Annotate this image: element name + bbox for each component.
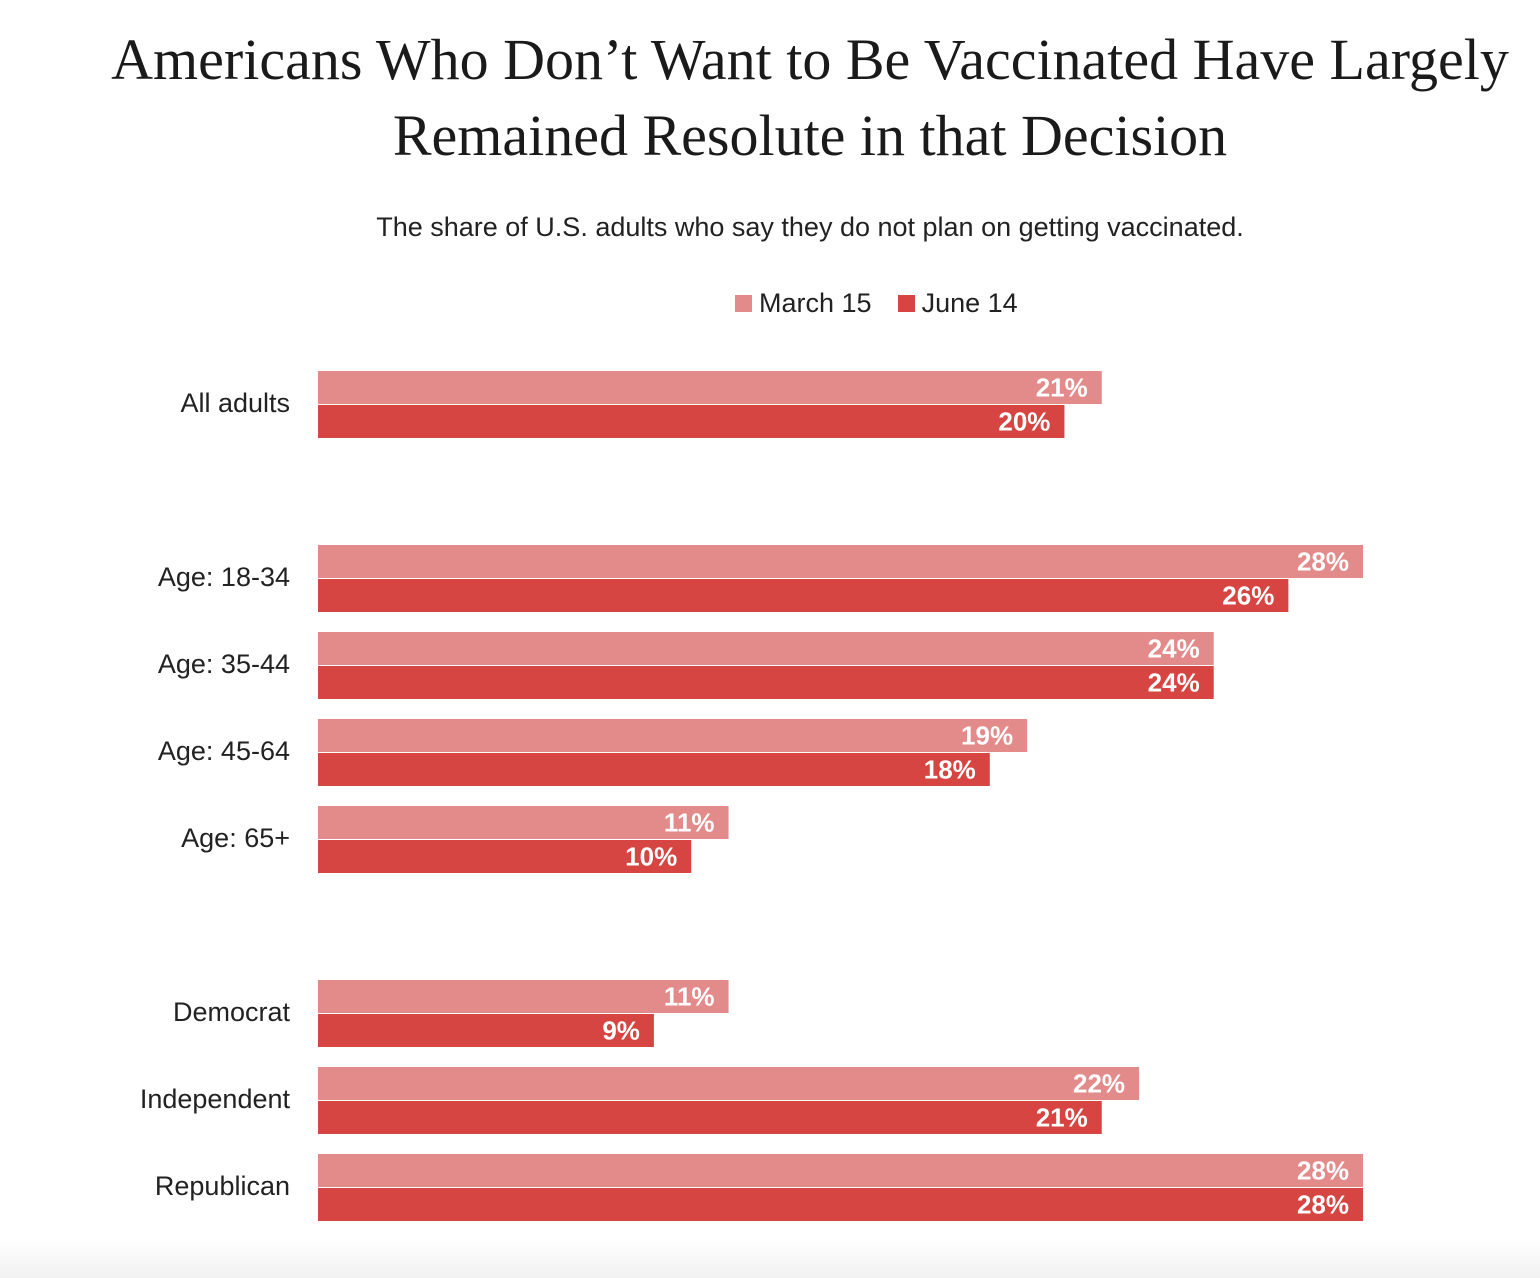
data-label-age-35-44-june-14: 24% <box>1148 667 1200 697</box>
bar-all-adults-june-14 <box>318 405 1065 438</box>
chart-title: Americans Who Don’t Want to Be Vaccinate… <box>111 27 1509 168</box>
data-label-age-18-34-march-15: 28% <box>1297 546 1349 576</box>
bar-democrat-march-15 <box>318 980 729 1013</box>
bar-age-45-64-june-14 <box>318 753 990 786</box>
bar-republican-june-14 <box>318 1188 1363 1221</box>
data-label-republican-june-14: 28% <box>1297 1189 1349 1219</box>
category-label-all-adults: All adults <box>180 388 290 418</box>
bar-democrat-june-14 <box>318 1014 654 1047</box>
data-label-all-adults-june-14: 20% <box>998 406 1050 436</box>
category-label-age-35-44: Age: 35-44 <box>158 649 290 679</box>
data-label-age-18-34-june-14: 26% <box>1222 580 1274 610</box>
bar-all-adults-march-15 <box>318 371 1102 404</box>
data-label-democrat-march-15: 11% <box>664 981 715 1011</box>
data-label-age-65-june-14: 10% <box>625 841 677 871</box>
legend-swatch-june-14 <box>897 295 915 312</box>
bar-age-18-34-march-15 <box>318 545 1363 578</box>
data-label-republican-march-15: 28% <box>1297 1155 1349 1185</box>
data-label-age-45-64-june-14: 18% <box>924 754 976 784</box>
bar-independent-march-15 <box>318 1067 1140 1100</box>
data-label-democrat-june-14: 9% <box>602 1015 640 1045</box>
legend-item-march-15: March 15 <box>735 288 872 319</box>
data-label-age-65-march-15: 11% <box>664 807 715 837</box>
legend: March 15 June 14 <box>735 288 1044 319</box>
bar-age-35-44-june-14 <box>318 666 1214 699</box>
data-label-independent-june-14: 21% <box>1036 1102 1088 1132</box>
legend-swatch-march-15 <box>735 295 752 312</box>
bar-age-65-june-14 <box>318 840 692 873</box>
legend-label-march-15: March 15 <box>759 288 872 318</box>
data-label-all-adults-march-15: 21% <box>1036 372 1088 402</box>
bar-age-18-34-june-14 <box>318 579 1289 612</box>
bar-republican-march-15 <box>318 1154 1363 1187</box>
category-label-age-45-64: Age: 45-64 <box>158 736 290 766</box>
chart-subtitle: The share of U.S. adults who say they do… <box>376 212 1244 242</box>
category-label-republican: Republican <box>155 1171 290 1201</box>
bar-independent-june-14 <box>318 1101 1102 1134</box>
legend-item-june-14: June 14 <box>897 288 1018 319</box>
category-label-age-18-34: Age: 18-34 <box>158 562 290 592</box>
bar-age-65-march-15 <box>318 806 729 839</box>
category-label-age-65: Age: 65+ <box>181 823 290 853</box>
category-label-democrat: Democrat <box>173 997 291 1027</box>
data-label-age-45-64-march-15: 19% <box>961 720 1013 750</box>
category-label-independent: Independent <box>140 1084 291 1114</box>
data-label-age-35-44-march-15: 24% <box>1148 633 1200 663</box>
bar-age-35-44-march-15 <box>318 632 1214 665</box>
legend-label-june-14: June 14 <box>921 288 1018 318</box>
bottom-fade <box>0 1238 1540 1278</box>
data-label-independent-march-15: 22% <box>1073 1068 1125 1098</box>
bar-age-45-64-march-15 <box>318 719 1028 752</box>
